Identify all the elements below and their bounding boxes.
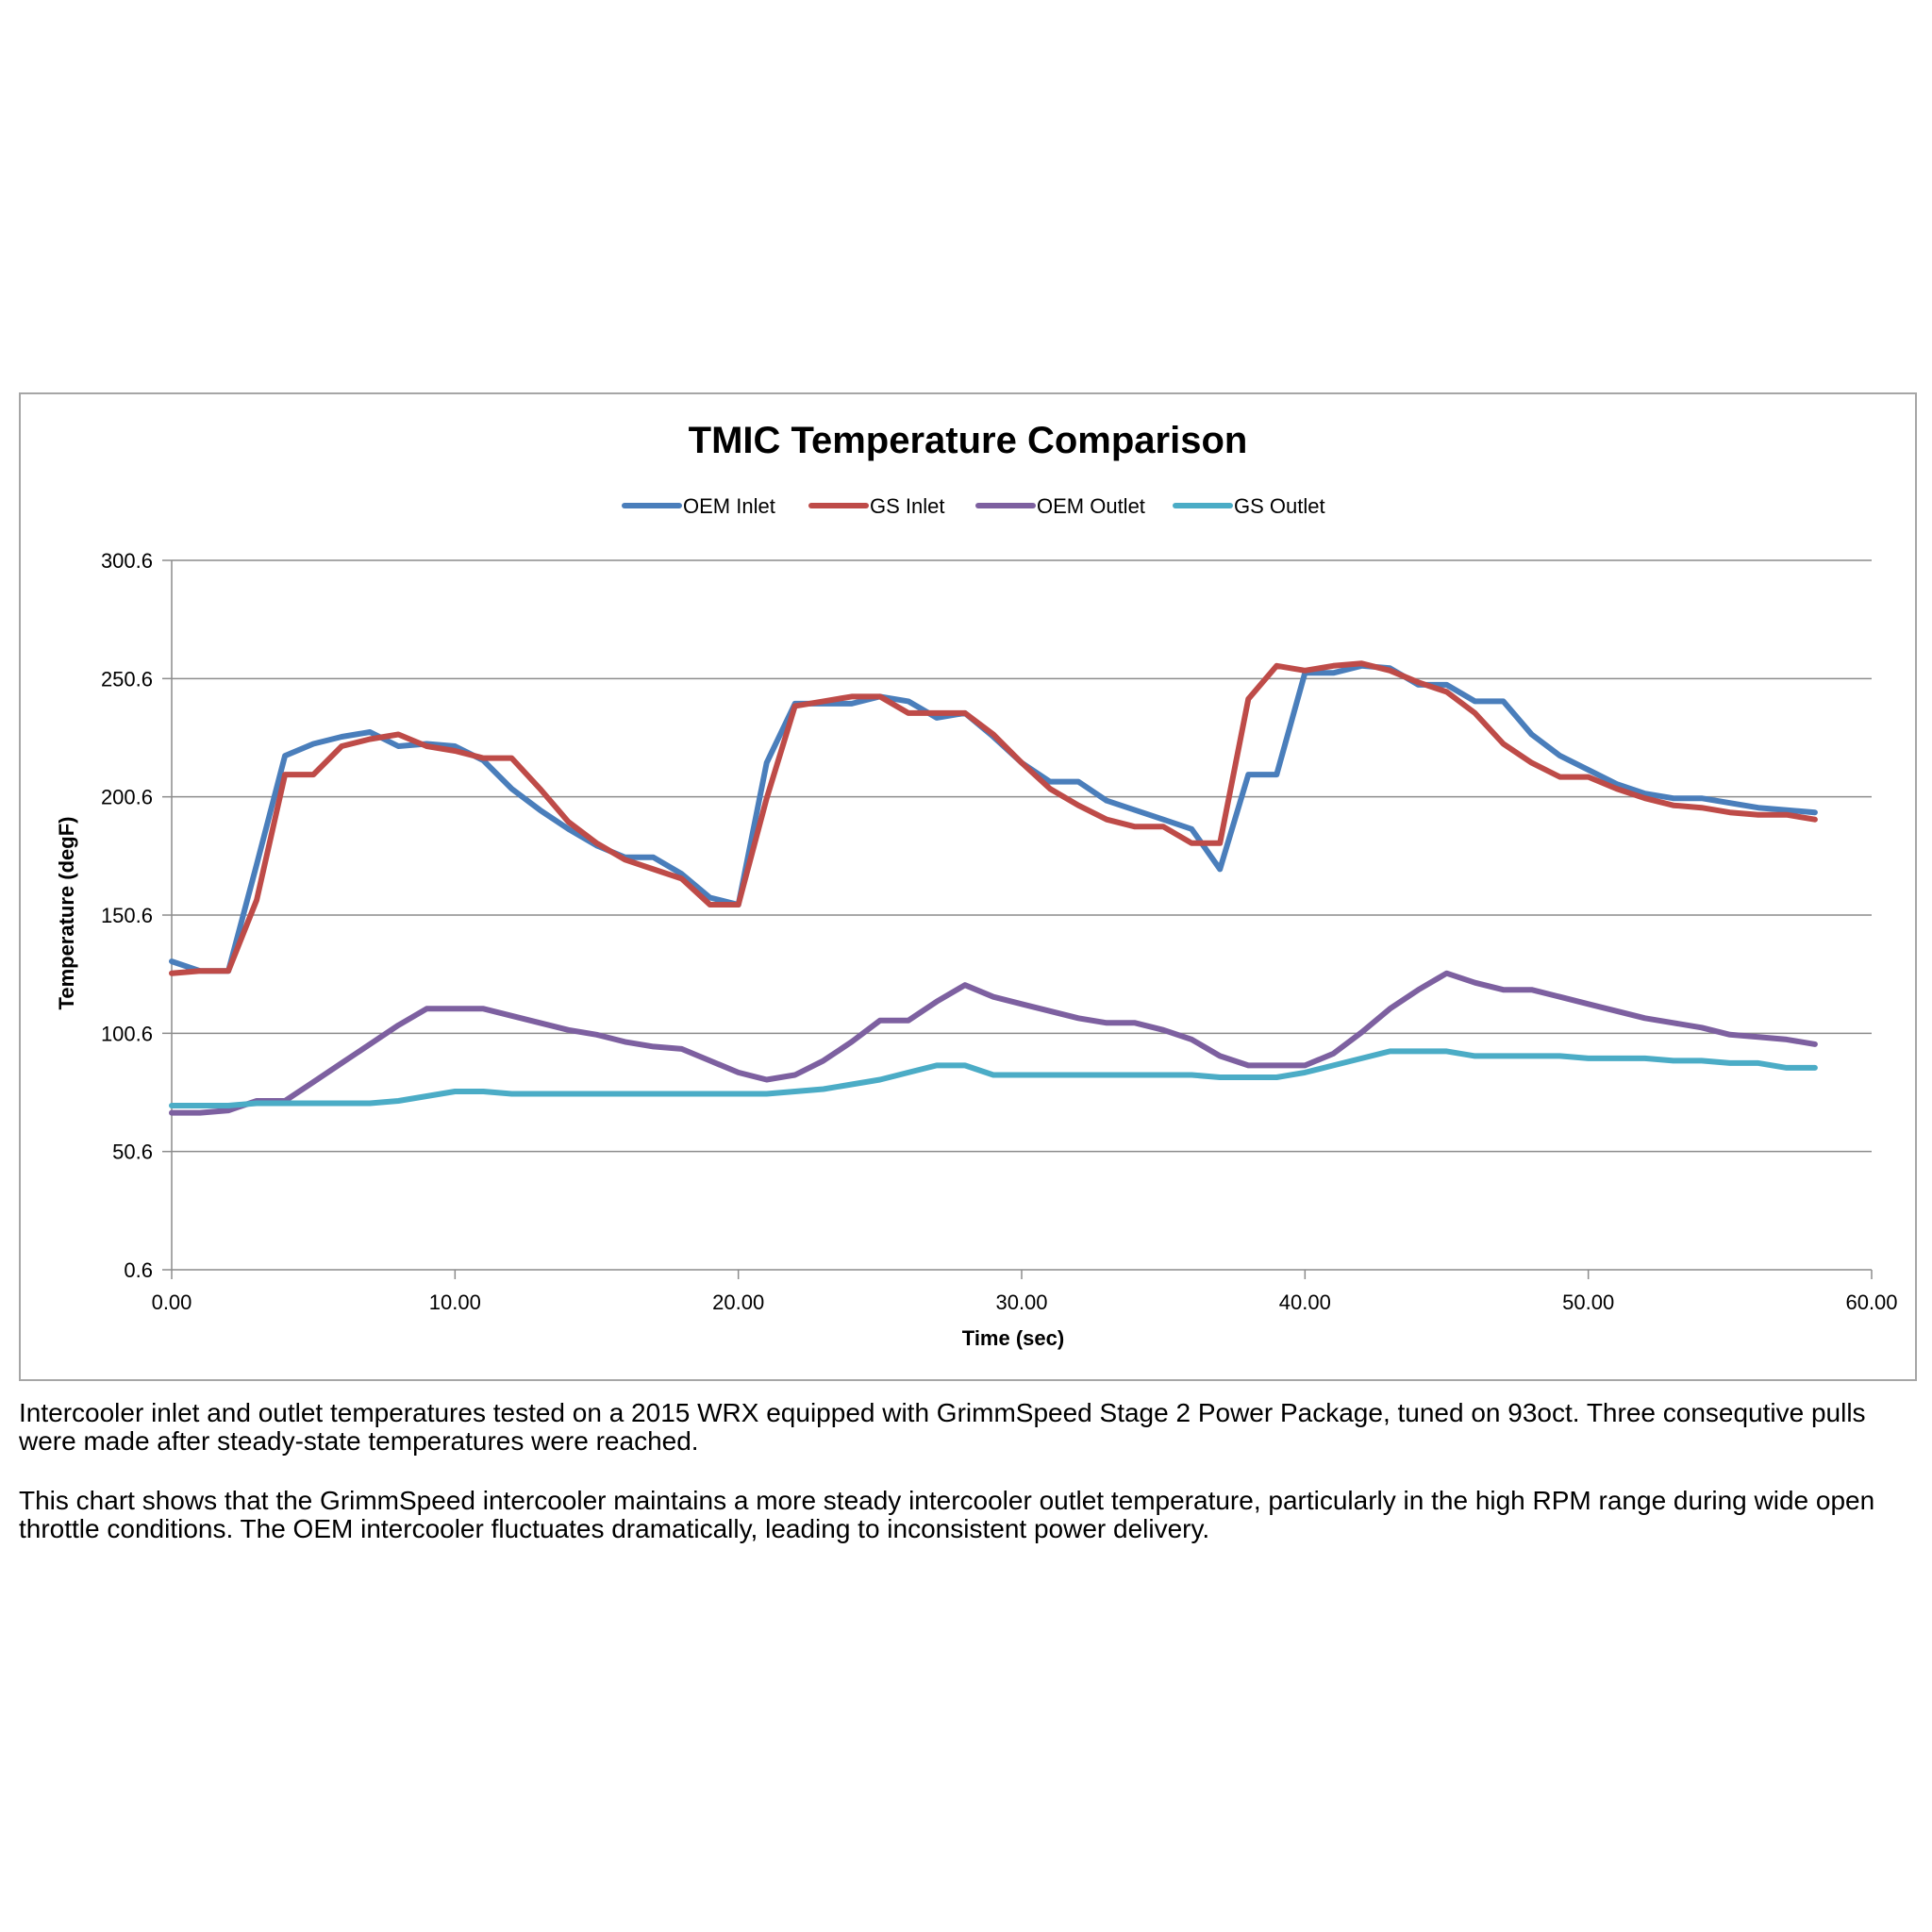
y-tick-label: 0.6	[124, 1258, 153, 1282]
y-tick-label: 50.6	[112, 1141, 153, 1164]
caption-test-conditions: Intercooler inlet and outlet temperature…	[19, 1398, 1866, 1456]
y-tick-label: 200.6	[101, 786, 153, 809]
x-tick-label: 50.00	[1562, 1291, 1614, 1314]
y-axis-label: Temperature (degF)	[55, 817, 78, 1010]
axes: 0.6 50.6 100.6 150.6 200.6 250.6 300.6 0.00 10.0…	[101, 549, 1898, 1314]
legend-label: OEM Outlet	[1037, 494, 1145, 518]
series-line-oem-outlet	[169, 970, 1818, 1116]
x-axis-label: Time (sec)	[962, 1326, 1064, 1350]
legend-label: OEM Inlet	[683, 494, 775, 518]
series-line-oem-inlet	[169, 662, 1818, 974]
series-lines	[169, 660, 1818, 1116]
legend-label: GS Outlet	[1234, 494, 1325, 518]
x-tick-label: 30.00	[995, 1291, 1047, 1314]
series-line-gs-outlet	[169, 1048, 1818, 1108]
y-tick-label: 150.6	[101, 904, 153, 927]
y-tick-label: 250.6	[101, 667, 153, 691]
x-tick-label: 20.00	[712, 1291, 764, 1314]
legend-label: GS Inlet	[870, 494, 944, 518]
series-line-gs-inlet	[169, 660, 1818, 976]
chart-frame: TMIC Temperature Comparison OEM Inlet GS …	[19, 392, 1917, 1381]
legend: OEM Inlet GS Inlet OEM Outlet GS Outlet	[622, 494, 1325, 518]
x-tick-label: 40.00	[1279, 1291, 1331, 1314]
line-chart: TMIC Temperature Comparison OEM Inlet GS …	[55, 420, 1898, 1350]
y-tick-label: 300.6	[101, 549, 153, 573]
x-tick-label: 0.00	[152, 1291, 192, 1314]
caption-conclusion: This chart shows that the GrimmSpeed int…	[19, 1486, 1875, 1543]
x-tick-label: 10.00	[429, 1291, 481, 1314]
y-tick-label: 100.6	[101, 1022, 153, 1045]
chart-title: TMIC Temperature Comparison	[689, 420, 1248, 461]
x-tick-label: 60.00	[1845, 1291, 1897, 1314]
gridlines	[172, 559, 1872, 1271]
